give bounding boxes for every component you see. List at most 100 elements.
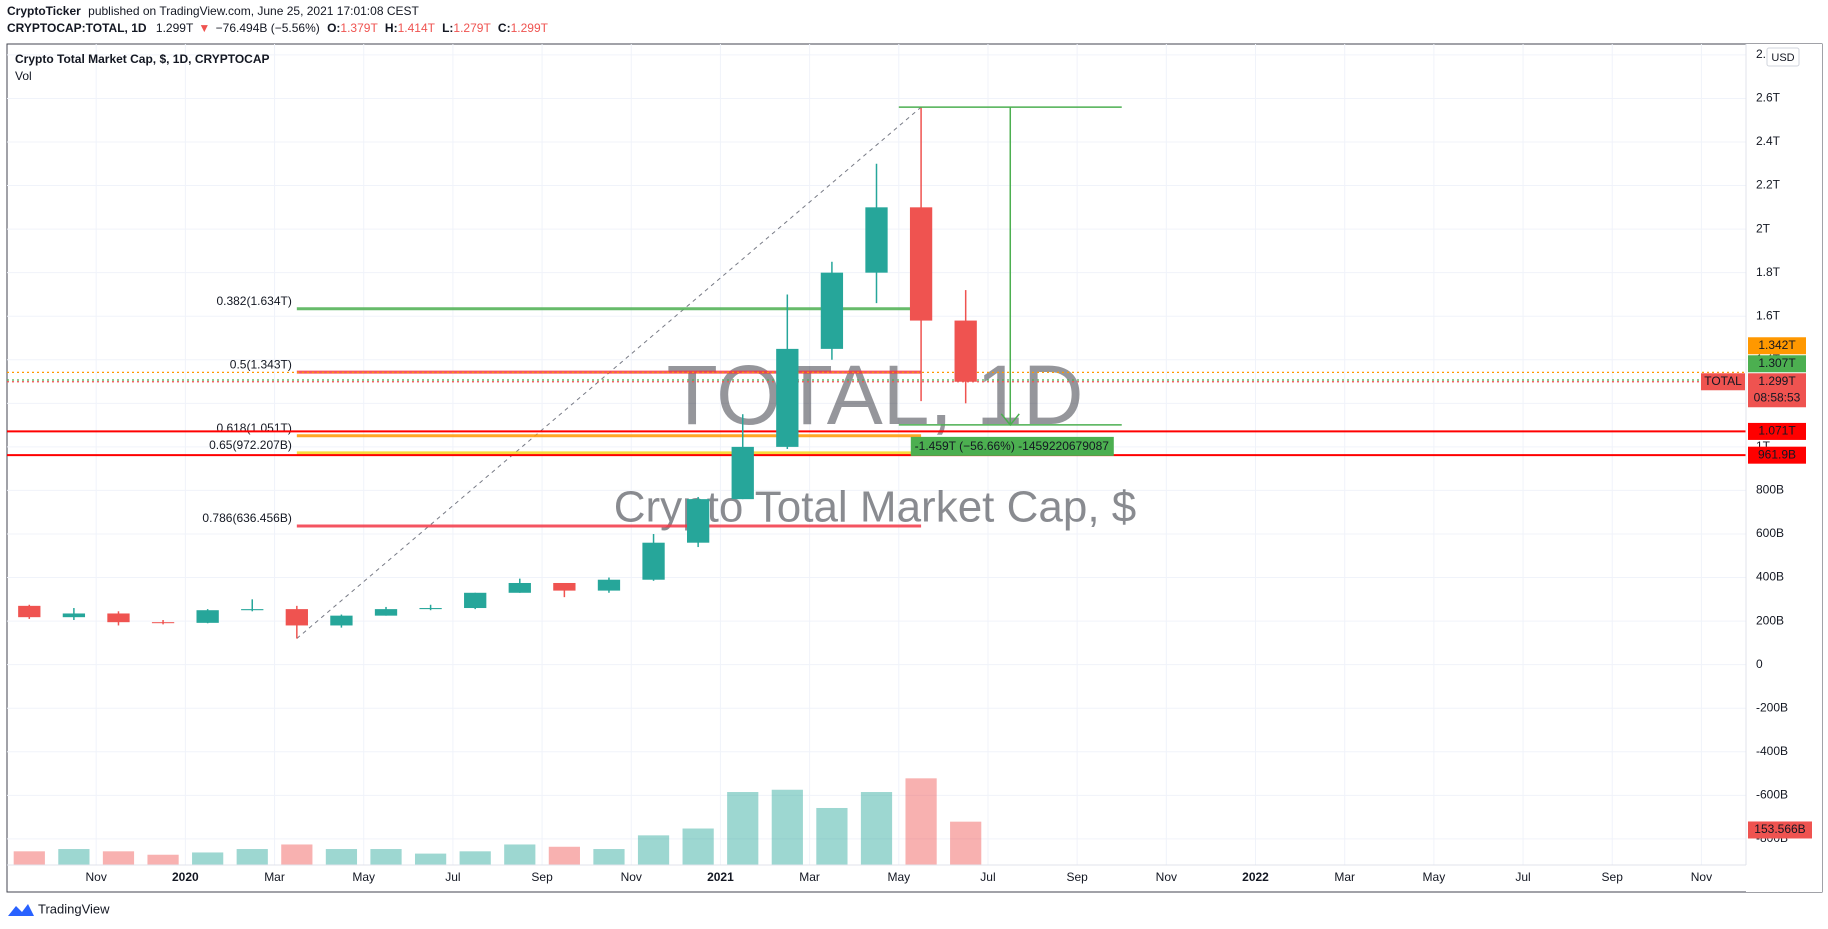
x-tick-label: Mar xyxy=(1334,870,1355,884)
layer-plot: 0.382(1.634T) 0.5(1.343T) 0.618(1.051T) 0.6… xyxy=(7,106,1746,865)
x-tick-label: Nov xyxy=(621,870,642,884)
candle-body xyxy=(107,613,130,623)
y-tick-label: 2.2T xyxy=(1756,178,1781,192)
y-tick-label: -400B xyxy=(1756,744,1788,758)
measure-arrowhead xyxy=(1000,413,1020,427)
y-tick-label: 0 xyxy=(1756,657,1763,671)
y-tick-label: -600B xyxy=(1756,787,1788,801)
y-tick-label: 1.8T xyxy=(1756,265,1781,279)
volume-bar xyxy=(637,835,670,865)
volume-bar xyxy=(771,789,803,865)
price-marker-label: 1.307T xyxy=(1758,356,1796,370)
x-tick-label: May xyxy=(1423,870,1446,884)
volume-bar xyxy=(504,844,536,865)
footer-logo xyxy=(8,904,34,916)
volume-bar xyxy=(548,846,580,865)
x-tick-label: Sep xyxy=(1066,870,1088,884)
candle-body xyxy=(285,609,308,626)
x-tick-label: 2021 xyxy=(707,870,734,884)
symbol-line: CRYPTOCAP:TOTAL, 1D 1.299T ▼ −76.494B (−… xyxy=(7,21,549,35)
price-marker-label: 1.071T xyxy=(1758,424,1796,438)
candle-body xyxy=(731,446,754,500)
volume-bar xyxy=(950,821,982,865)
volume-bar xyxy=(860,792,893,865)
price-marker-label: 1.299T xyxy=(1758,374,1796,388)
price-marker xyxy=(1748,422,1806,440)
candle-body xyxy=(151,622,175,624)
x-tick-label: Jul xyxy=(980,870,995,884)
volume-bar xyxy=(13,851,45,865)
volume-bar xyxy=(414,853,447,865)
price-marker xyxy=(1748,355,1806,373)
volume-bar xyxy=(236,849,268,865)
fib-label: 0.786(636.456B) xyxy=(202,511,291,525)
candle-body xyxy=(597,579,621,591)
legend-volume: Vol xyxy=(15,69,32,83)
candle-body xyxy=(954,320,977,382)
candle-body xyxy=(374,609,398,616)
price-marker-label: 1.342T xyxy=(1758,338,1796,352)
frame xyxy=(6,43,1823,893)
volume-bar xyxy=(816,807,848,865)
fib-label: 0.65(972.207B) xyxy=(209,438,292,452)
low-label: L: xyxy=(442,21,453,35)
publish-line: CryptoTicker published on TradingView.co… xyxy=(7,4,419,18)
logo xyxy=(8,904,34,916)
last-price: 1.299T xyxy=(156,21,194,35)
candle-body xyxy=(330,615,353,626)
y-tick-label: -200B xyxy=(1756,700,1788,714)
y-tick-label: 1.6T xyxy=(1756,308,1781,322)
x-tick-label: 2022 xyxy=(1242,870,1269,884)
measure-label: -1.459T (−56.66%) -1459220679087 xyxy=(915,439,1110,453)
candle-body xyxy=(62,613,86,618)
volume-bar xyxy=(593,849,625,865)
candle-body xyxy=(909,207,933,321)
x-tick-label: Nov xyxy=(1156,870,1177,884)
volume-bar xyxy=(325,849,358,865)
y-tick-label: 800B xyxy=(1756,483,1784,497)
candle-body xyxy=(686,499,710,543)
candle-body xyxy=(241,609,264,611)
y-tick-label: 2.4T xyxy=(1756,134,1781,148)
price-marker xyxy=(1748,446,1806,464)
y-tick-label: 400B xyxy=(1756,570,1784,584)
price-axis xyxy=(1746,44,1822,892)
candle-body xyxy=(865,207,888,273)
layer-axis: 2.8T2.6T2.4T2.2T2T1.8T1.6T1.4T1.2T1T800B… xyxy=(86,47,1812,884)
price-marker xyxy=(1748,373,1806,408)
x-tick-label: Mar xyxy=(264,870,285,884)
close-label: C: xyxy=(498,21,511,35)
volume-bar xyxy=(370,849,402,865)
watermark-symbol: TOTAL, 1D xyxy=(666,348,1083,442)
publish-text: published on TradingView.com, June 25, 2… xyxy=(88,4,419,18)
candle-body xyxy=(196,610,219,623)
price-marker xyxy=(1748,337,1806,355)
high: 1.414T xyxy=(398,21,436,35)
candle-body xyxy=(553,582,576,591)
change-arrow: ▼ xyxy=(198,21,210,35)
y-tick-label: 2T xyxy=(1756,221,1771,235)
fib-label: 0.382(1.634T) xyxy=(216,294,291,308)
candle-body xyxy=(508,582,531,593)
x-tick-label: Jul xyxy=(1515,870,1530,884)
currency-box[interactable] xyxy=(1766,47,1800,67)
author: CryptoTicker xyxy=(7,4,81,18)
candle-body xyxy=(642,542,665,580)
countdown: 08:58:53 xyxy=(1754,390,1801,404)
currency[interactable]: USD xyxy=(1771,52,1794,64)
fib-label: 0.618(1.051T) xyxy=(216,421,291,435)
volume-bar xyxy=(281,844,313,865)
candle-body xyxy=(776,348,799,447)
volume-bar xyxy=(58,849,90,865)
candle-body xyxy=(18,605,41,618)
measure-label-box xyxy=(910,436,1114,456)
footer-brand: TradingView xyxy=(38,901,110,916)
fib-label: 0.5(1.343T) xyxy=(230,357,292,371)
volume-bar xyxy=(682,828,714,865)
x-tick-label: May xyxy=(887,870,910,884)
x-tick-label: Nov xyxy=(86,870,107,884)
symbol: CRYPTOCAP:TOTAL, 1D xyxy=(7,21,147,35)
x-tick-label: Mar xyxy=(799,870,820,884)
volume-bar xyxy=(459,851,491,865)
